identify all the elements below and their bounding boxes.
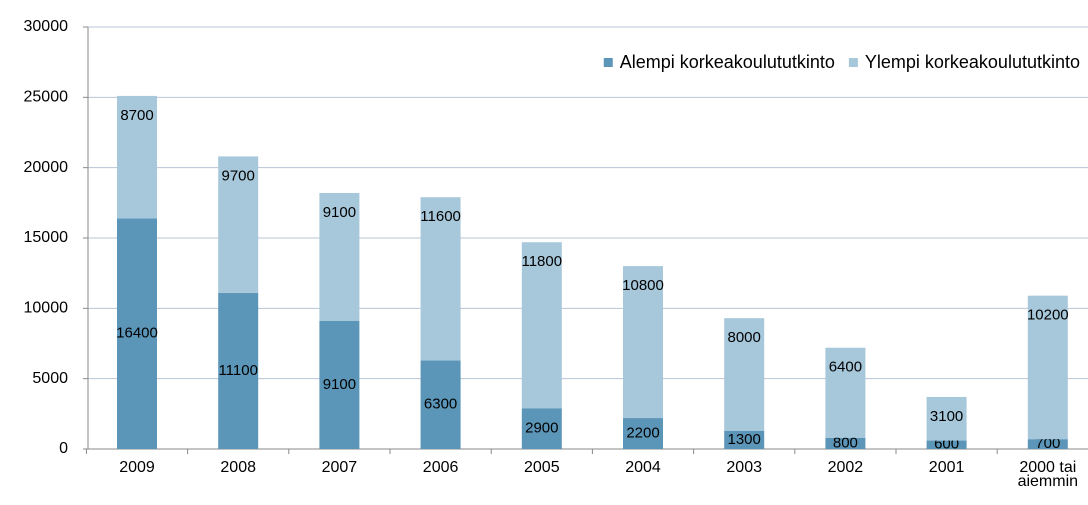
x-tick-label: 2008 <box>220 459 256 476</box>
value-label: 800 <box>833 434 858 451</box>
value-label: 11100 <box>218 362 258 379</box>
value-label: 1300 <box>728 431 761 448</box>
x-tick-label: 2001 <box>928 459 965 476</box>
bar-segment <box>117 95 157 219</box>
y-tick-label: 25000 <box>24 89 69 106</box>
bar-segment <box>926 396 967 441</box>
value-label: 9100 <box>323 376 356 393</box>
y-tick-label: 0 <box>59 440 68 457</box>
bar-segment <box>218 156 259 293</box>
bar-segment <box>1027 295 1068 440</box>
x-tick-label: 2002 <box>827 459 864 476</box>
y-tick-label: 20000 <box>24 159 69 176</box>
value-label: 11800 <box>521 253 562 270</box>
y-tick-label: 5000 <box>32 370 68 387</box>
x-tick-label: 2000 tai aiemmin <box>1017 459 1079 490</box>
legend-swatch <box>848 58 858 67</box>
x-tick-label: 2006 <box>422 459 459 476</box>
bar-segment <box>218 292 259 449</box>
bar-segment <box>825 437 866 449</box>
bar-segment <box>926 440 967 449</box>
bar-segment <box>623 418 663 449</box>
value-label: 2900 <box>525 420 558 437</box>
value-label: 700 <box>1035 435 1060 452</box>
legend-swatch <box>603 58 613 67</box>
bar-segment <box>319 192 360 321</box>
bar-segment <box>825 347 866 438</box>
value-label: 9700 <box>222 167 255 184</box>
x-tick-label: 2003 <box>726 459 762 476</box>
bar-segment <box>117 218 157 449</box>
y-tick-label: 30000 <box>24 18 69 35</box>
bar-segment <box>521 408 562 449</box>
bar-segment <box>420 360 461 449</box>
value-label: 8700 <box>120 107 153 124</box>
bar-segment <box>1027 439 1068 449</box>
value-label: 2200 <box>626 424 659 441</box>
value-label: 6400 <box>829 359 862 376</box>
value-label: 9100 <box>323 204 356 221</box>
value-label: 11600 <box>420 208 461 225</box>
legend-label: Alempi korkeakoulututkinto <box>620 52 835 72</box>
y-tick-label: 10000 <box>24 300 69 317</box>
x-tick-label: 2004 <box>625 459 661 476</box>
bar-segment <box>724 430 765 449</box>
bar-segment <box>420 197 461 361</box>
value-label: 6300 <box>424 396 457 413</box>
bar-segment <box>623 266 663 419</box>
value-label: 10200 <box>1027 307 1069 324</box>
value-label: 16400 <box>116 325 158 342</box>
x-tick-label: 2005 <box>524 459 560 476</box>
bar-segment <box>724 318 765 431</box>
x-tick-label: 2009 <box>119 459 155 476</box>
y-tick-label: 15000 <box>24 229 69 246</box>
legend-label: Ylempi korkeakoulututkinto <box>865 52 1080 72</box>
value-label: 8000 <box>728 329 761 346</box>
bar-segment <box>319 320 360 449</box>
value-label: 3100 <box>930 408 963 425</box>
bar-segment <box>521 242 562 409</box>
x-tick-label: 2007 <box>321 459 358 476</box>
value-label: 10800 <box>622 277 664 294</box>
